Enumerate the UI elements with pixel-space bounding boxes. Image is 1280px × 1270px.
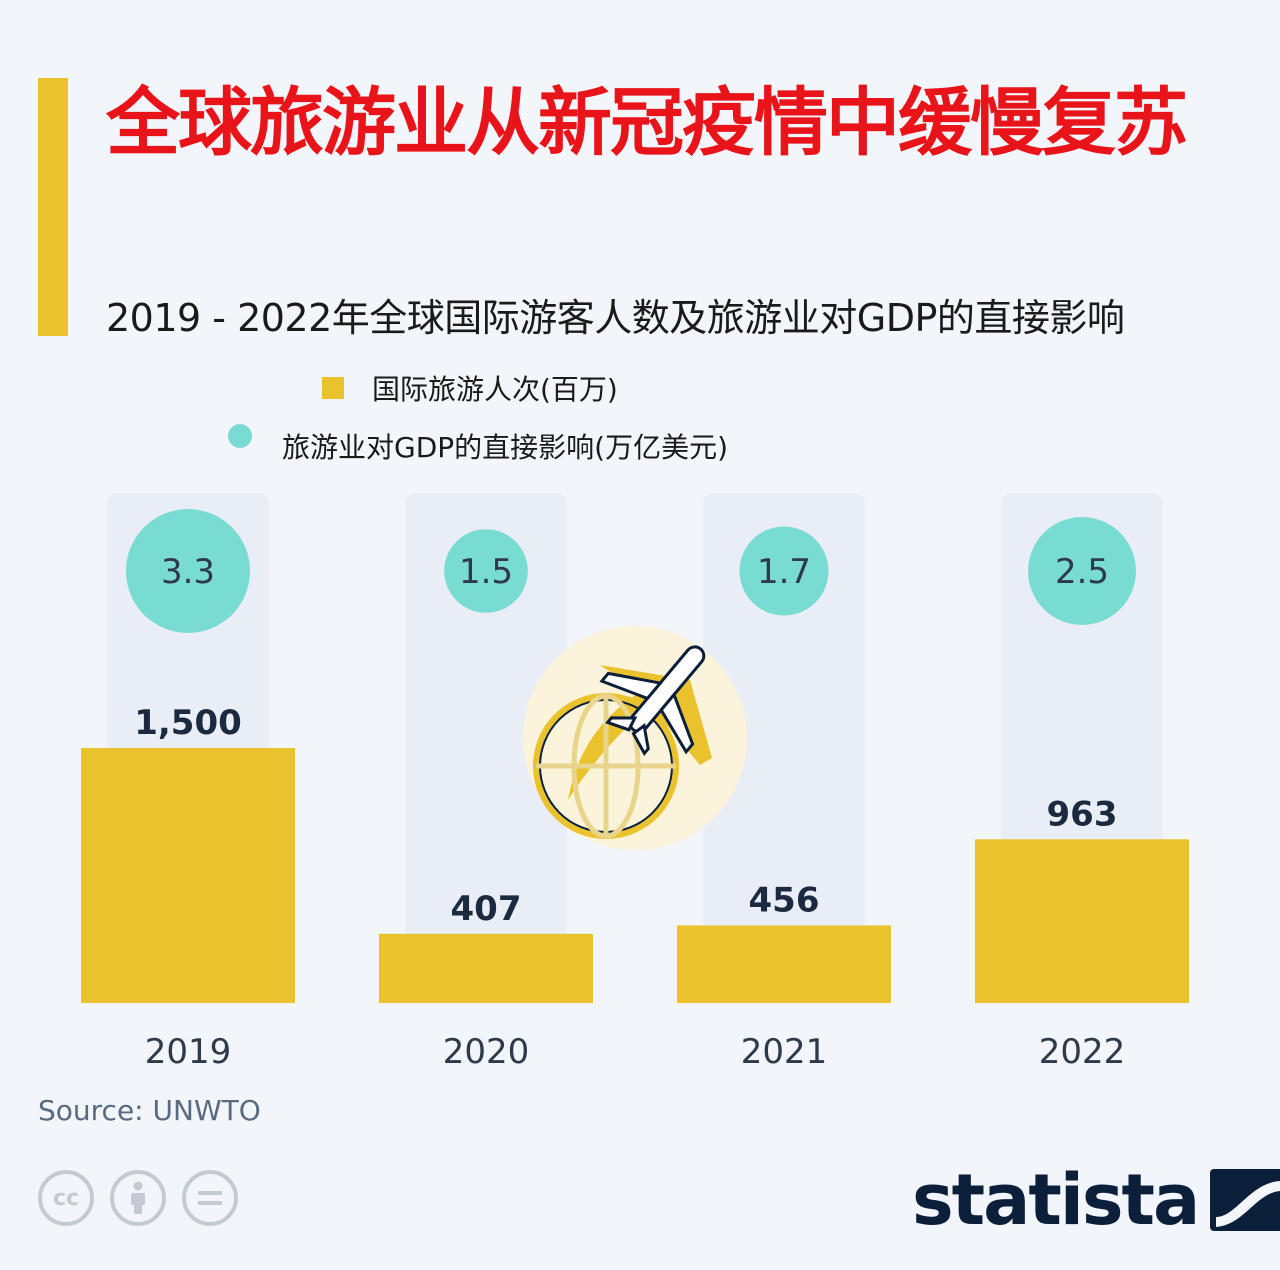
gdp-bubble-2019 — [126, 509, 250, 633]
gdp-label-2019: 3.3 — [161, 552, 215, 592]
gdp-bubble-2022 — [1028, 517, 1136, 625]
statista-mark-icon — [1210, 1169, 1280, 1231]
title-accent-bar — [38, 78, 68, 336]
legend-arrivals-swatch — [322, 377, 344, 399]
attribution-icon — [110, 1170, 166, 1226]
column-panel-2020 — [405, 493, 567, 1003]
bar-chart: 3.3 1.5 1.7 2.5 1,500 407 456 963 2019 2020 2021 20… — [81, 493, 1189, 1070]
gdp-label-2021: 1.7 — [757, 552, 811, 592]
legend-gdp-swatch — [228, 424, 252, 448]
arrivals-label-2019: 1,500 — [134, 703, 242, 743]
no-derivatives-icon — [182, 1170, 238, 1226]
legend-gdp: 旅游业对GDP的直接影响(万亿美元) — [228, 424, 728, 466]
arrivals-bar-2019 — [81, 748, 295, 1003]
category-label-2022: 2022 — [1039, 1032, 1126, 1070]
arrivals-bar-2020 — [379, 933, 593, 1003]
brand-logo: statista — [912, 1160, 1280, 1240]
arrivals-label-2021: 456 — [749, 880, 820, 920]
arrivals-bar-2021 — [677, 925, 891, 1003]
gdp-label-2020: 1.5 — [459, 552, 513, 592]
category-label-2019: 2019 — [145, 1032, 232, 1070]
legend-arrivals-label: 国际旅游人次(百万) — [372, 373, 618, 406]
arrivals-bar-2022 — [975, 839, 1189, 1003]
category-label-2021: 2021 — [741, 1032, 828, 1070]
category-label-2020: 2020 — [443, 1032, 530, 1070]
source-note: Source: UNWTO — [38, 1094, 261, 1127]
gdp-bubble-2021 — [739, 526, 829, 616]
gdp-label-2022: 2.5 — [1055, 552, 1109, 592]
legend-arrivals: 国际旅游人次(百万) — [322, 368, 618, 408]
gdp-bubble-2020 — [444, 529, 528, 613]
arrivals-label-2022: 963 — [1047, 794, 1118, 834]
license-icons: cc — [38, 1170, 238, 1226]
column-panel-2021 — [703, 493, 865, 1003]
legend-gdp-label: 旅游业对GDP的直接影响(万亿美元) — [282, 431, 728, 464]
cc-icon: cc — [38, 1170, 94, 1226]
brand-name: statista — [912, 1159, 1200, 1241]
chart-subtitle: 2019 - 2022年全球国际游客人数及旅游业对GDP的直接影响 — [106, 296, 1125, 340]
airplane-globe-icon — [523, 626, 747, 850]
arrivals-label-2020: 407 — [451, 889, 522, 929]
chart-title: 全球旅游业从新冠疫情中缓慢复苏 — [106, 80, 1188, 166]
